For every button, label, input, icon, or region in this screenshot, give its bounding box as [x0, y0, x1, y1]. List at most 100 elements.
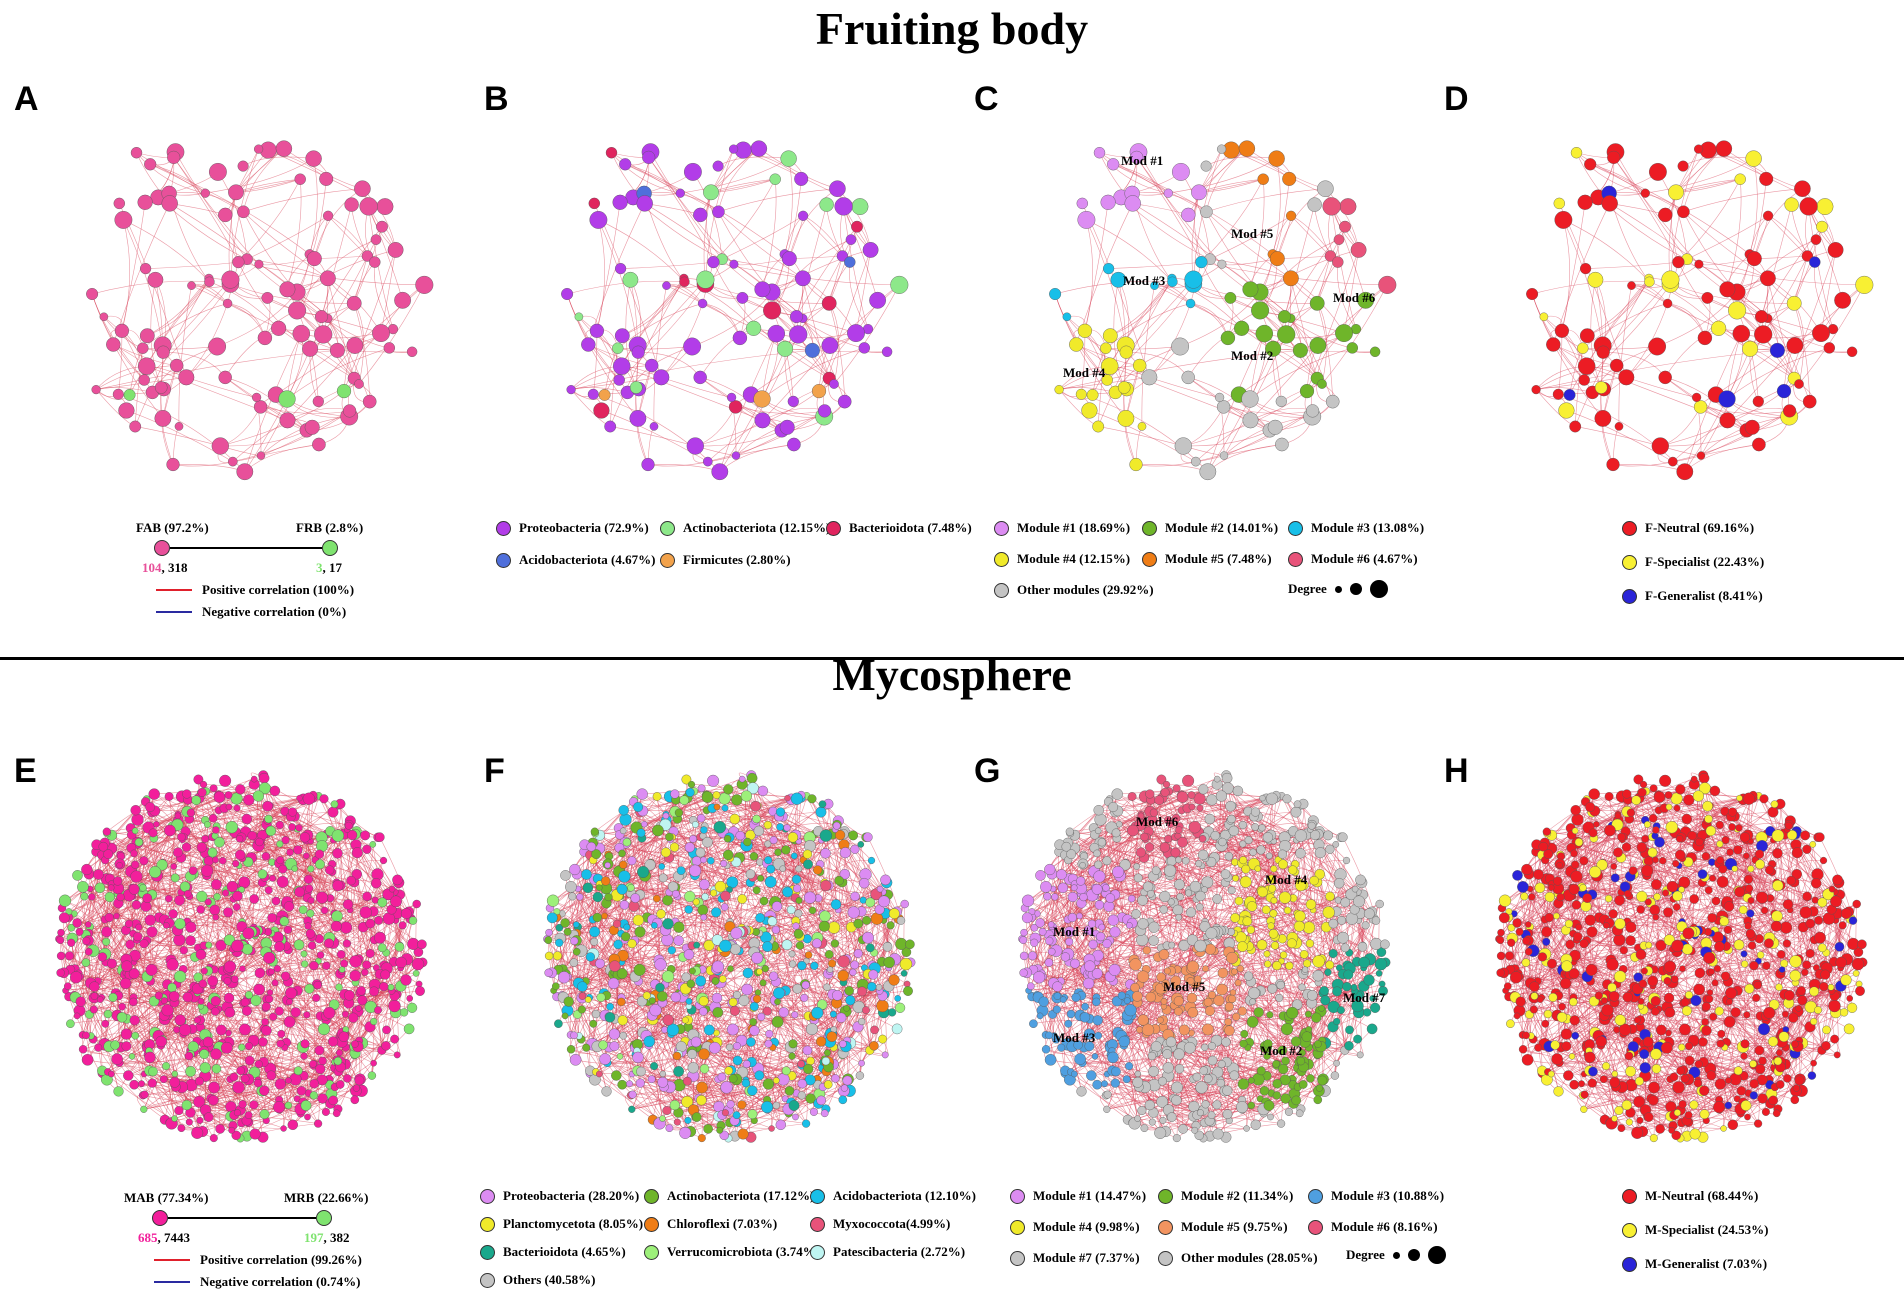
network-edge [287, 981, 397, 997]
network-edge [1195, 410, 1313, 462]
network-node [1719, 412, 1736, 429]
network-node [355, 1004, 362, 1012]
network-node [675, 188, 685, 198]
network-edge [1223, 444, 1282, 456]
network-edge [1670, 283, 1795, 304]
network-edge [719, 348, 786, 472]
network-node [284, 1077, 292, 1084]
network-edge [1665, 148, 1725, 215]
network-node [732, 330, 748, 346]
network-edge [650, 151, 723, 260]
network-node [1200, 160, 1212, 172]
network-node [67, 938, 76, 947]
network-edge [260, 444, 319, 456]
network-node [96, 996, 104, 1003]
network-edge [327, 215, 368, 257]
network-edge [1808, 206, 1843, 301]
network-node [1076, 197, 1089, 210]
network-edge [353, 303, 371, 402]
network-node [1190, 456, 1201, 467]
network-edge [1331, 206, 1366, 301]
network-node [844, 256, 856, 268]
network-node [287, 1119, 299, 1130]
network-node [1648, 163, 1667, 181]
network-node [235, 834, 244, 843]
network-node [622, 271, 639, 288]
network-node [381, 1041, 391, 1051]
network-b [561, 140, 909, 481]
network-node [390, 1034, 399, 1044]
network-node [263, 951, 276, 964]
network-node [302, 340, 319, 357]
network-node [1242, 281, 1259, 298]
network-node [1265, 340, 1282, 357]
network-node [304, 922, 312, 930]
network-edge [1667, 303, 1706, 339]
network-node [229, 1072, 239, 1082]
network-node [374, 931, 386, 944]
network-node [250, 775, 258, 783]
network-edge [1250, 179, 1265, 290]
network-node [613, 374, 625, 386]
network-node [306, 909, 315, 918]
network-edge [1558, 393, 1686, 472]
network-node [174, 918, 186, 930]
network-node [275, 820, 284, 830]
network-edge [1188, 148, 1248, 215]
network-edge [186, 377, 257, 398]
network-edge [217, 291, 298, 347]
network-node [215, 1124, 225, 1134]
network-edge [121, 219, 130, 331]
network-node [1350, 241, 1367, 258]
network-node [769, 173, 781, 185]
network-node [230, 975, 239, 983]
network-node [1251, 301, 1270, 320]
network-node [612, 342, 624, 354]
network-node [338, 1031, 350, 1043]
network-node [834, 197, 853, 216]
network-node [135, 923, 143, 931]
network-edge [571, 350, 813, 390]
network-node [1579, 263, 1592, 275]
network-node [321, 1107, 330, 1116]
network-node [305, 928, 316, 939]
network-node [354, 180, 371, 197]
network-node [314, 849, 325, 859]
network-node [200, 967, 208, 975]
network-node [361, 250, 374, 262]
network-node [347, 829, 358, 841]
network-node [1317, 379, 1327, 389]
network-node [1378, 275, 1397, 294]
network-node [295, 824, 303, 832]
network-node [1174, 437, 1192, 455]
network-node [238, 1043, 246, 1051]
network-node [182, 991, 194, 1003]
network-node [273, 965, 281, 973]
panel-letter-g: G [974, 752, 1001, 790]
module-label: Mod #2 [1231, 348, 1273, 363]
network-node [781, 251, 797, 267]
network-edge [1277, 255, 1331, 259]
network-node [275, 140, 293, 157]
network-node [208, 1095, 219, 1106]
network-node [301, 960, 309, 968]
network-edge [1583, 283, 1671, 381]
network-node [1309, 295, 1325, 311]
network-node [113, 876, 123, 886]
panel-letter-h: H [1444, 752, 1469, 790]
network-node [223, 907, 234, 918]
network-node [712, 160, 724, 172]
network-node [1769, 342, 1785, 358]
network-node [400, 974, 412, 986]
network-node [323, 210, 334, 221]
network-edge [80, 1001, 118, 1060]
network-edge [784, 158, 793, 255]
network-node [253, 1078, 263, 1088]
network-node [167, 150, 181, 165]
network-node [147, 271, 164, 288]
network-node [256, 451, 266, 460]
network-node [1587, 271, 1604, 288]
network-node [342, 899, 354, 910]
panel-letter-b: B [484, 80, 509, 118]
network-node [1601, 195, 1618, 212]
